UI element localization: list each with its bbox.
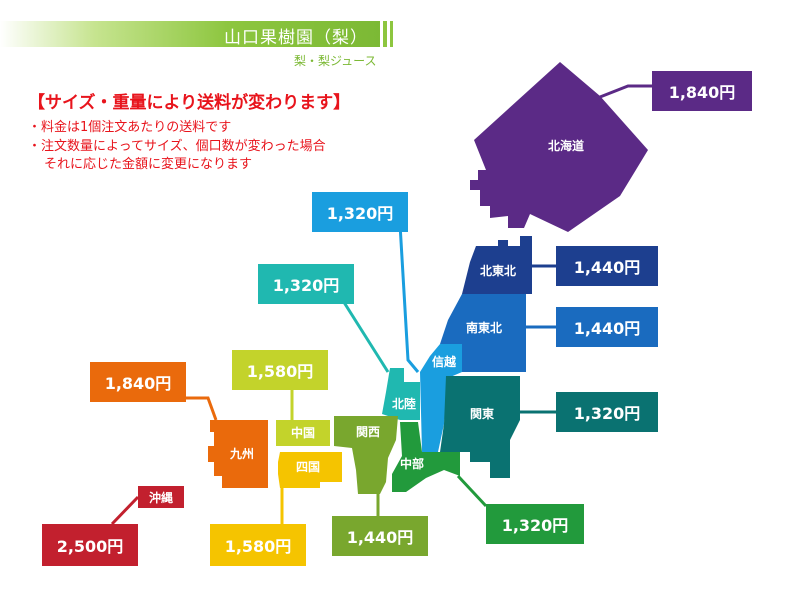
- region-kitatohoku: [462, 236, 532, 294]
- price-box-kanto: 1,320円: [556, 392, 658, 432]
- region-label-kanto: 関東: [470, 406, 494, 421]
- connector-chubu: [456, 474, 488, 508]
- price-box-okinawa: 2,500円: [42, 524, 138, 566]
- region-label-kitatohoku: 北東北: [480, 263, 516, 278]
- region-shikoku: [278, 452, 342, 488]
- price-box-kansai: 1,440円: [332, 516, 428, 556]
- price-box-kyushu: 1,840円: [90, 362, 186, 402]
- notice-heading: 【サイズ・重量により送料が変わります】: [28, 93, 351, 113]
- region-label-minamitohoku: 南東北: [466, 320, 502, 335]
- note-line: ・料金は1個注文あたりの送料です: [28, 120, 232, 135]
- region-kansai: [334, 416, 398, 494]
- note-line: それに応じた金額に変更になります: [44, 157, 253, 172]
- price-box-hokuriku: 1,320円: [258, 264, 354, 304]
- region-label-hokkaido: 北海道: [548, 138, 584, 153]
- region-kyushu: [208, 420, 268, 488]
- region-chubu: [392, 422, 460, 492]
- price-box-shinetsu: 1,320円: [312, 192, 408, 232]
- price-box-chubu: 1,320円: [486, 504, 584, 544]
- region-hokkaido: [470, 62, 648, 232]
- page-title: 山口果樹園（梨）: [224, 28, 368, 48]
- note-line: ・注文数量によってサイズ、個口数が変わった場合: [28, 139, 326, 154]
- connector-kyushu: [180, 396, 218, 421]
- price-box-shikoku: 1,580円: [210, 524, 306, 566]
- title-stripe: [383, 21, 387, 47]
- region-label-kyushu: 九州: [229, 446, 254, 461]
- connector-hokkaido: [599, 84, 652, 99]
- connector-okinawa: [110, 495, 140, 526]
- region-label-kansai: 関西: [356, 425, 380, 439]
- region-hokuriku: [382, 368, 420, 420]
- region-okinawa: [138, 486, 184, 508]
- region-label-chugoku: 中国: [291, 425, 315, 440]
- title-bar: 山口果樹園（梨）: [0, 21, 380, 48]
- price-box-chugoku: 1,580円: [232, 350, 328, 390]
- connector-shinetsu: [398, 223, 420, 373]
- region-label-shikoku: 四国: [296, 460, 320, 474]
- price-box-kitatohoku: 1,440円: [556, 246, 658, 286]
- subtitle: 梨・梨ジュース: [294, 54, 377, 68]
- region-label-okinawa: 沖縄: [149, 490, 173, 505]
- title-stripe: [390, 21, 393, 47]
- region-label-shinetsu: 信越: [432, 354, 457, 369]
- price-box-minamitohoku: 1,440円: [556, 307, 658, 347]
- region-chugoku: [276, 420, 330, 446]
- region-shinetsu: [420, 344, 462, 452]
- region-label-hokuriku: 北陸: [392, 396, 416, 411]
- region-kanto: [440, 376, 520, 478]
- region-label-chubu: 中部: [400, 456, 424, 471]
- price-box-hokkaido: 1,840円: [652, 71, 752, 111]
